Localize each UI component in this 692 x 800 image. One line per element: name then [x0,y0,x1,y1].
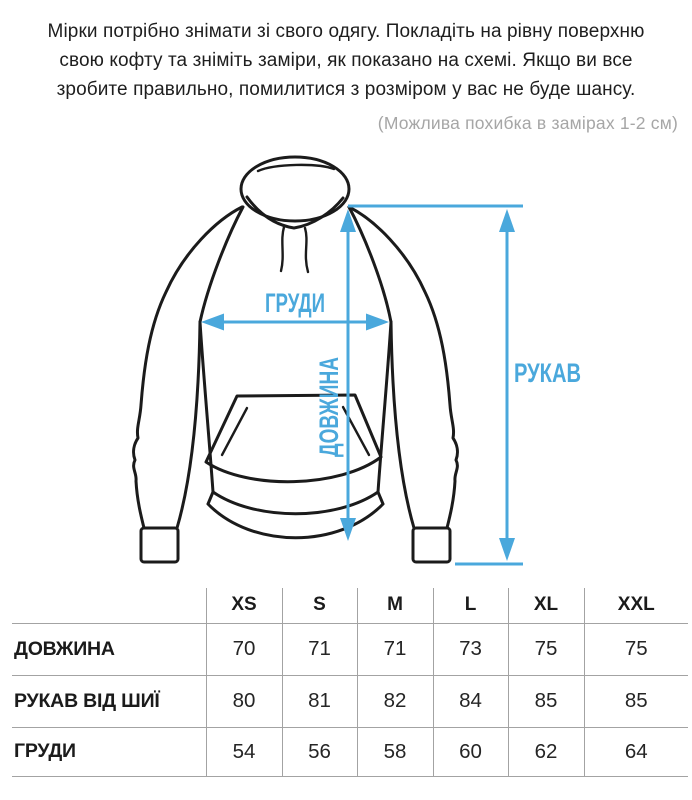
kangaroo-pocket [204,393,383,484]
drawstring-left [279,225,286,273]
value-cell: 80 [205,675,282,728]
corner-cell [12,588,206,624]
value-cell: 62 [507,727,584,777]
hem-band-top [211,490,380,516]
tolerance-note: (Можлива похибка в замірах 1-2 см) [377,113,678,133]
value-cell: 71 [356,623,433,676]
value-cell: 82 [356,675,433,728]
value-cell: 58 [356,727,433,777]
table-row-chest: ГРУДИ 54 56 58 60 62 64 [12,727,688,777]
size-column-header-xs: XS [205,588,282,624]
size-table-header-row: XS S M L XL XXL [12,588,688,624]
size-table: XS S M L XL XXL ДОВЖИНА 70 71 71 73 75 7… [12,588,688,777]
value-cell: 73 [432,623,508,676]
size-column-header-l: L [432,588,508,624]
value-cell: 71 [281,623,357,676]
size-column-header-s: S [281,588,357,624]
row-label-sleeve: РУКАВ ВІД ШИЇ [12,675,206,728]
intro-line-3: зробите правильно, помилитися з розміром… [56,79,636,100]
intro-line-2: свою кофту та зніміть заміри, як показан… [59,50,633,71]
value-cell: 84 [432,675,508,728]
right-cuff [411,526,452,564]
hoodie-drawing [132,155,459,564]
size-column-header-xxl: XXL [583,588,688,624]
value-cell: 70 [205,623,282,676]
hoodie-size-diagram: ГРУДИ ДОВЖИНА РУКАВ [132,155,581,566]
right-sleeve-outer [347,205,459,530]
length-label: ДОВЖИНА [314,357,344,457]
chest-label: ГРУДИ [265,288,325,318]
left-sleeve-inner [175,320,202,530]
table-row-length: ДОВЖИНА 70 71 71 73 75 75 [12,623,688,676]
left-sleeve-outer [132,205,244,530]
value-cell: 85 [507,675,584,728]
left-cuff [139,526,180,564]
left-raglan-seam [198,205,245,324]
sleeve-label: РУКАВ [514,358,581,388]
right-sleeve-inner [389,320,416,530]
body-right-edge [376,320,393,494]
value-cell: 85 [583,675,688,728]
intro-text: Мірки потрібно знімати зі свого одягу. П… [0,17,692,104]
value-cell: 60 [432,727,508,777]
right-raglan-seam [347,205,393,324]
measurement-arrows: ГРУДИ ДОВЖИНА РУКАВ [201,204,581,566]
hood-outline [239,155,351,223]
table-row-sleeve: РУКАВ ВІД ШИЇ 80 81 82 84 85 85 [12,675,688,728]
value-cell: 56 [281,727,357,777]
row-label-chest: ГРУДИ [12,727,206,777]
value-cell: 75 [583,623,688,676]
length-arrow [340,209,356,541]
drawstring-right [303,226,310,274]
collar-neckline [245,195,345,230]
row-label-length: ДОВЖИНА [12,623,206,676]
value-cell: 75 [507,623,584,676]
sleeve-arrow [348,204,523,566]
hood-inner-rim [256,163,336,173]
body-left-edge [198,320,215,494]
intro-line-1: Мірки потрібно знімати зі свого одягу. П… [47,21,645,42]
hem-band-bottom [206,490,385,540]
size-column-header-xl: XL [507,588,584,624]
pocket-opening-left [220,406,249,457]
value-cell: 64 [583,727,688,777]
value-cell: 81 [281,675,357,728]
value-cell: 54 [205,727,282,777]
size-column-header-m: M [356,588,433,624]
